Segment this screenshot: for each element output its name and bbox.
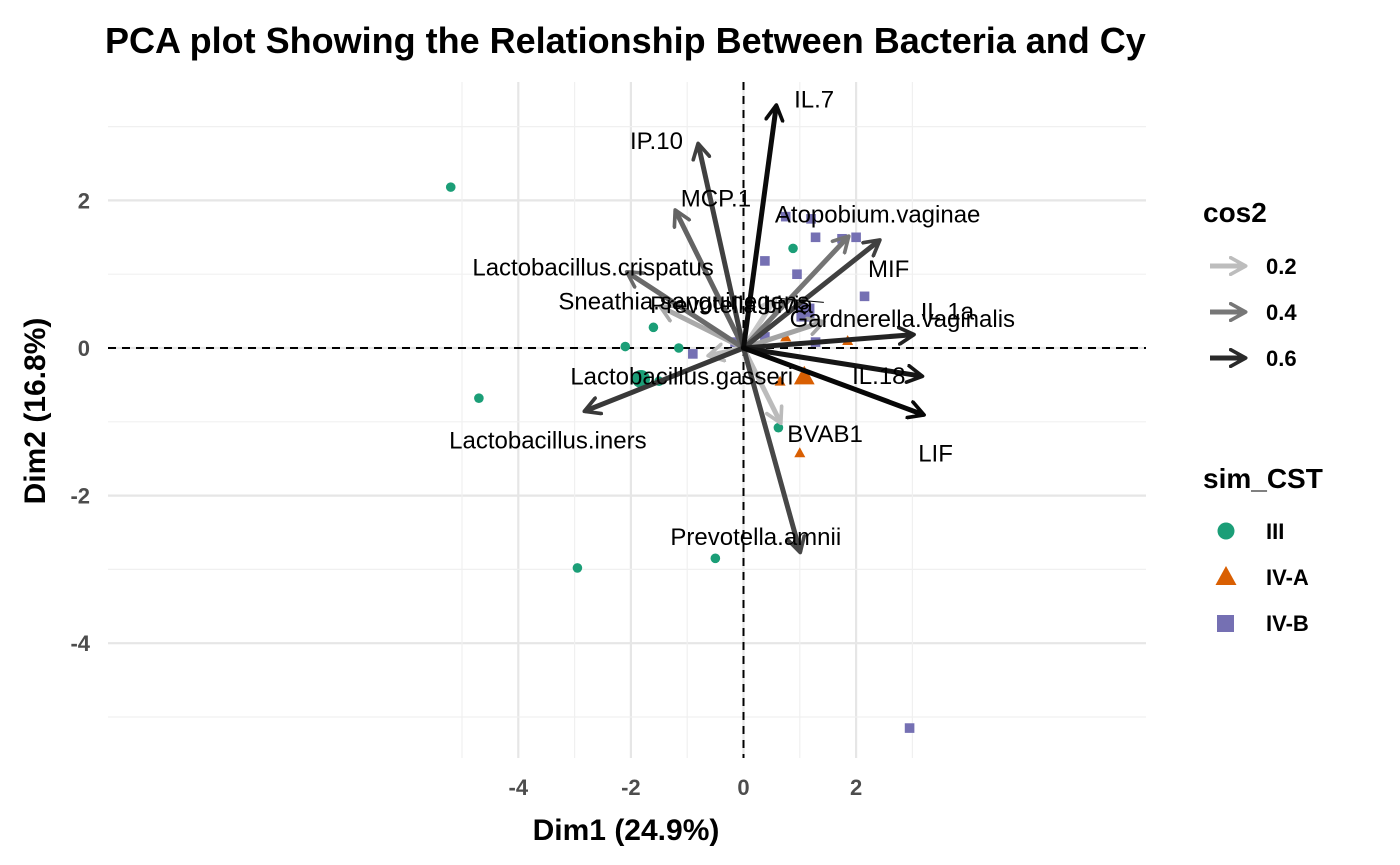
- variable-label: MIF: [868, 256, 909, 283]
- y-tick-label: -2: [70, 484, 90, 509]
- variable-label: IL.18: [852, 363, 905, 390]
- group-centroids: [632, 303, 815, 388]
- legend-cos2-label-2: 0.4: [1266, 300, 1297, 325]
- major-gridlines: [108, 82, 1146, 758]
- minor-gridlines: [108, 82, 1146, 758]
- individual-point-III: [773, 422, 784, 433]
- individual-point-III: [788, 243, 798, 254]
- variable-label: BVAB1: [787, 421, 863, 448]
- variable-label: IL.7: [794, 87, 834, 114]
- individual-point-IV-B: [851, 232, 861, 243]
- individual-point-III: [572, 563, 583, 573]
- variable-arrow: [741, 335, 913, 351]
- variable-label: Prevotella.amnii: [670, 524, 841, 551]
- variable-label: Lactobacillus.iners: [449, 428, 646, 455]
- x-tick-label: 2: [850, 775, 862, 800]
- variable-arrow: [741, 345, 923, 414]
- y-tick-labels: -4 -2 0 2: [70, 188, 90, 656]
- individual-point-III: [474, 393, 484, 403]
- variable-arrow: [698, 145, 746, 351]
- x-axis-label: Dim1 (24.9%): [533, 814, 720, 847]
- individual-point-III: [648, 322, 659, 333]
- variable-arrows: [586, 107, 923, 551]
- individual-point-IV-B: [780, 211, 791, 222]
- individual-point-IV-B: [859, 291, 870, 302]
- variable-arrow: [741, 345, 921, 376]
- variable-label: IP.10: [630, 128, 683, 155]
- x-tick-label: -2: [621, 775, 641, 800]
- variable-label: Gardnerella.vaginalis: [790, 306, 1015, 333]
- variable-arrow: [676, 211, 746, 351]
- label-leader-line: [772, 297, 824, 303]
- variable-arrow: [741, 345, 781, 422]
- individual-point-IV-B: [792, 269, 802, 279]
- chart-title: PCA plot Showing the Relationship Betwee…: [105, 20, 1146, 61]
- legend-group-label-3: IV-B: [1266, 611, 1309, 636]
- legend-group-title: sim_CST: [1203, 463, 1323, 494]
- individual-point-III: [445, 182, 456, 192]
- reference-lines: [108, 82, 1146, 758]
- y-tick-label: 0: [78, 336, 90, 361]
- individual-point-IV-B: [810, 232, 821, 243]
- individual-point-IV-B: [760, 332, 770, 342]
- variable-label: Sneathia.sanguinegens: [558, 288, 809, 315]
- variable-label: Prevotella.bivia: [650, 292, 813, 319]
- x-tick-labels: -4 -2 0 2: [509, 775, 863, 800]
- legend-cos2: cos2 0.2 0.4 0.6: [1203, 197, 1297, 371]
- individual-point-III: [710, 553, 721, 564]
- legend-group-key-III: [1217, 522, 1235, 540]
- variable-labels: IL.7 IP.10 MCP.1 Lactobacillus.crispatus Sne…: [449, 87, 1015, 551]
- x-tick-label: -4: [509, 775, 529, 800]
- individual-point-III: [620, 341, 631, 352]
- variable-arrow: [628, 273, 746, 351]
- variable-label: IL.1a: [921, 299, 975, 326]
- y-axis-label: Dim2 (16.8%): [19, 318, 52, 505]
- centroid-point-IV-A: [793, 365, 815, 385]
- legend-group-key-IV-A: [1215, 566, 1237, 585]
- legend-cos2-label-3: 0.6: [1266, 346, 1297, 371]
- y-tick-label: 2: [78, 188, 90, 213]
- legend-group: sim_CST III IV-A IV-B: [1203, 463, 1323, 636]
- centroid-point-III: [632, 369, 651, 388]
- legend-group-label-1: III: [1266, 519, 1284, 544]
- variable-arrow: [741, 237, 848, 351]
- x-tick-label: 0: [737, 775, 749, 800]
- variable-label: Atopobium.vaginae: [775, 201, 980, 228]
- individual-point-III: [673, 343, 684, 353]
- y-tick-label: -4: [70, 631, 90, 656]
- variable-arrow: [741, 241, 879, 351]
- variable-arrow: [741, 107, 777, 351]
- legend-group-key-IV-B: [1217, 615, 1234, 632]
- individual-point-IV-B: [688, 349, 698, 359]
- individual-point-IV-A: [774, 375, 786, 386]
- legend-cos2-label-1: 0.2: [1266, 254, 1297, 279]
- variable-label: Lactobacillus.gasseri: [570, 363, 793, 390]
- variable-label: LIF: [918, 440, 953, 467]
- individual-point-IV-B: [806, 214, 816, 224]
- individual-point-IV-B: [904, 723, 915, 733]
- individual-point-IV-B: [760, 256, 770, 266]
- variable-label: Lactobacillus.crispatus: [472, 255, 713, 282]
- legend-group-label-2: IV-A: [1266, 565, 1309, 590]
- individual-point-IV-A: [794, 447, 806, 458]
- variable-arrow: [741, 345, 800, 551]
- legend-cos2-title: cos2: [1203, 197, 1267, 228]
- variable-label: MCP.1: [681, 185, 751, 212]
- variable-arrow: [586, 345, 746, 411]
- variable-arrow: [741, 322, 823, 351]
